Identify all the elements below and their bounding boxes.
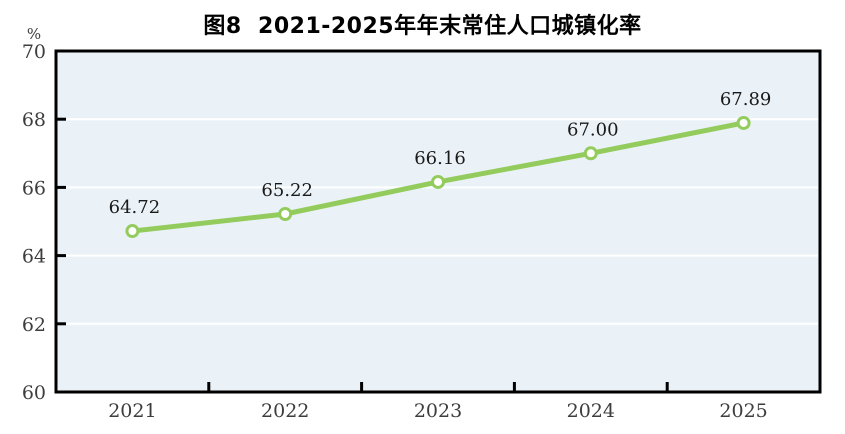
data-point-marker (736, 115, 751, 130)
data-point-label: 67.00 (567, 119, 619, 140)
data-point-marker (125, 224, 140, 239)
data-point-marker (278, 206, 293, 221)
plot-area (54, 49, 822, 394)
data-point-label: 66.16 (414, 148, 466, 169)
y-axis-tick-label: 66 (22, 177, 46, 199)
y-axis-tick-label: 62 (22, 314, 46, 336)
data-point-label: 64.72 (109, 197, 161, 218)
x-axis-tick-label: 2022 (261, 400, 309, 422)
chart-title: 图8 2021-2025年年末常住人口城镇化率 (203, 14, 642, 39)
y-axis-tick-label: 70 (22, 41, 46, 63)
y-axis-tick-label: 68 (22, 109, 46, 131)
y-axis-unit-label: % (27, 25, 41, 43)
x-axis-tick-label: 2023 (414, 400, 462, 422)
x-axis-tick-label: 2024 (567, 400, 615, 422)
data-point-label: 67.89 (720, 89, 772, 110)
x-axis-tick-label: 2025 (719, 400, 767, 422)
data-point-marker (583, 146, 598, 161)
x-axis-tick-label: 2021 (108, 400, 156, 422)
data-point-label: 65.22 (261, 180, 313, 201)
data-point-marker (431, 174, 445, 189)
y-axis-tick-label: 64 (22, 246, 46, 268)
y-axis-tick-label: 60 (22, 382, 46, 404)
